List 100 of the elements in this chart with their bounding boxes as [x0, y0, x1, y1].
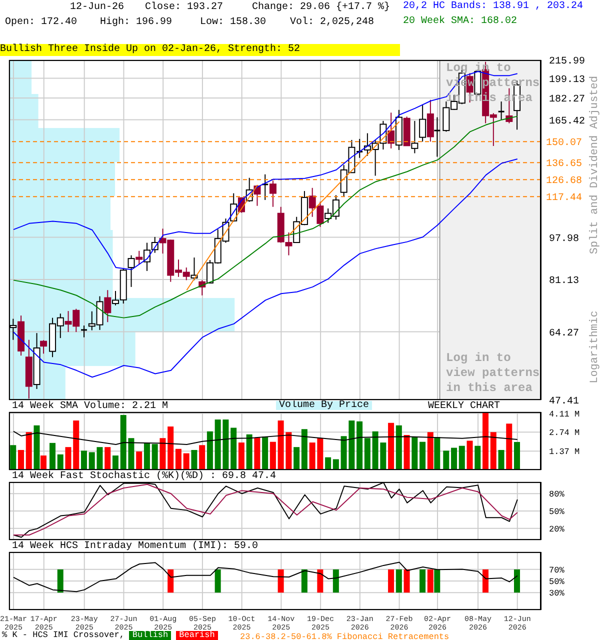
text: Bullish Three Inside Up on 02-Jan-26, Strength: 52	[0, 44, 400, 56]
y-axis-title: Split and Dividend Adjusted	[589, 76, 600, 254]
text: WEEKLY CHART	[428, 401, 500, 413]
bar	[434, 436, 440, 470]
candlestick	[498, 100, 506, 120]
y-tick-label: 215.99	[549, 56, 586, 68]
bar	[144, 443, 150, 470]
text: Vol: 2,025,248	[290, 17, 374, 29]
bar	[420, 442, 426, 470]
bar	[443, 450, 450, 470]
text: Volume By Price	[276, 400, 372, 411]
bar	[34, 425, 40, 470]
bar	[356, 421, 363, 470]
bar	[73, 420, 80, 470]
y-tick-label: 97.98	[549, 234, 580, 245]
y-tick-label: 1.37 M	[549, 447, 580, 458]
bar	[294, 447, 300, 470]
bar	[18, 450, 24, 470]
text: 23.6-38.2-50-61.8% Fibonacci Retracements	[240, 631, 450, 640]
text: 20 Week SMA: 168.02	[403, 16, 518, 28]
bar	[254, 438, 260, 470]
bar	[175, 448, 182, 470]
bar	[40, 456, 46, 470]
candlestick	[411, 120, 418, 154]
text: Logarithmic	[589, 310, 600, 384]
text: 12-Jun-26	[70, 2, 124, 14]
bar	[498, 450, 504, 470]
bar	[191, 450, 198, 470]
bar	[427, 432, 434, 470]
bar	[160, 438, 166, 470]
y-tick-label: 50%	[549, 577, 566, 588]
candlestick	[269, 180, 276, 208]
ref-line-label: 136.65	[546, 159, 582, 170]
bar	[270, 442, 276, 470]
bar	[364, 438, 370, 470]
y-tick-label: 2.74 M	[549, 428, 580, 438]
text: Bullish	[129, 630, 172, 640]
bar	[332, 459, 339, 470]
candlestick	[388, 112, 395, 149]
bar	[206, 431, 213, 470]
y-tick-label: 64.27	[549, 328, 580, 340]
chart-title: 14 Week Fast Stochastic (%K)(%D) : 69.8 47.4	[12, 471, 276, 482]
text: Change: 29.06 {+17.7 %}	[252, 2, 390, 14]
bar	[514, 442, 520, 470]
y-tick-label: 165.42	[549, 116, 586, 128]
bar	[466, 440, 473, 470]
candlestick	[426, 99, 434, 142]
bar	[57, 454, 64, 470]
bar	[104, 447, 111, 470]
y-tick-label: 80%	[549, 490, 566, 500]
bar	[474, 446, 481, 470]
bar	[412, 436, 418, 470]
bar	[404, 435, 410, 470]
candlestick	[80, 324, 88, 338]
candlestick	[136, 250, 143, 265]
bar	[506, 424, 512, 470]
bar	[451, 448, 458, 470]
bar	[230, 428, 237, 470]
annotation: Log in to view patterns in this area	[446, 351, 541, 396]
candlestick	[104, 290, 112, 323]
bar	[482, 412, 489, 470]
bar	[325, 457, 332, 470]
bar	[80, 450, 87, 470]
bar	[136, 451, 142, 470]
candlestick	[433, 116, 441, 158]
legend-title: % K - HCS IMI Crossover,	[2, 630, 124, 640]
ref-line-label: 150.07	[546, 138, 582, 150]
bar	[168, 426, 174, 470]
bar	[262, 436, 268, 470]
ref-line-label: 126.68	[546, 176, 582, 188]
line-series	[13, 116, 518, 318]
bar	[301, 429, 308, 470]
line-series	[13, 562, 518, 592]
candlestick	[40, 340, 48, 354]
candlestick	[128, 254, 135, 288]
y-tick-label: 70%	[549, 565, 566, 576]
y-tick-label: 47.41	[549, 396, 580, 408]
text: Close: 193.27	[145, 2, 224, 14]
bar	[388, 422, 394, 470]
text: Bearish	[176, 630, 218, 640]
bar	[65, 447, 72, 470]
y-tick-label: 4.11 M	[549, 409, 580, 420]
y-tick-label: 182.27	[549, 94, 586, 106]
y-tick-label: 81.13	[549, 276, 580, 288]
bar	[490, 432, 496, 470]
bar	[152, 444, 158, 470]
text: Open: 172.40	[5, 17, 78, 29]
line-series	[13, 430, 518, 445]
y-tick-label: 199.13	[549, 74, 586, 86]
bar	[183, 453, 190, 470]
bar	[10, 445, 16, 470]
bar	[112, 456, 118, 470]
bar	[458, 446, 465, 470]
bar	[26, 432, 32, 470]
bar	[246, 434, 252, 470]
bar	[396, 425, 402, 470]
chart-title: 14 Week SMA Volume: 2.21 M	[12, 401, 168, 412]
bar	[199, 445, 206, 470]
y-tick-label: 20%	[549, 524, 566, 534]
text: 20,2 HC Bands: 138.91 , 203.24	[403, 1, 584, 13]
